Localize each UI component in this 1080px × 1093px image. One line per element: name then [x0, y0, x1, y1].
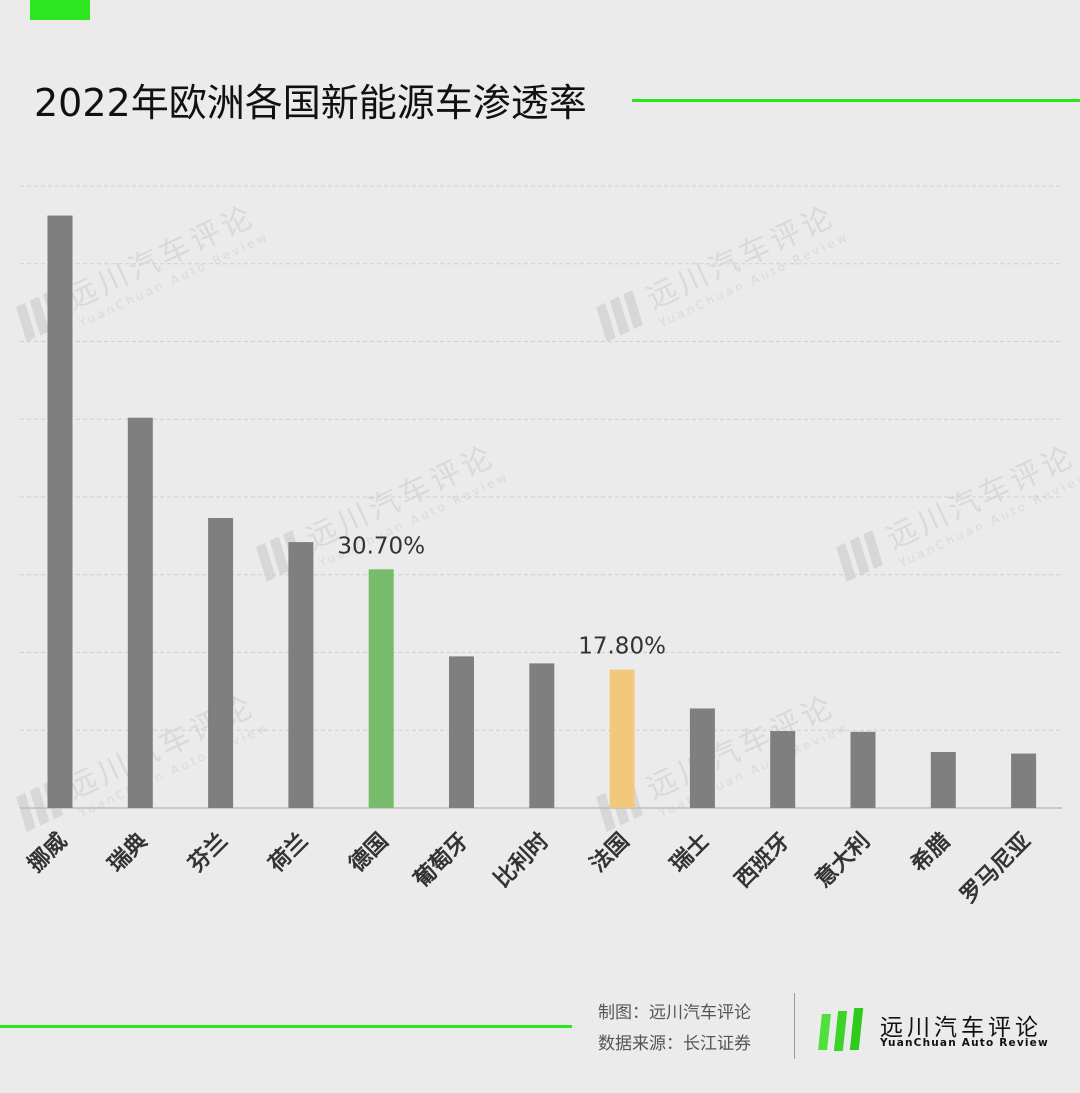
- bar-比利时: [529, 663, 555, 808]
- brand-logo: 远川汽车评论 YuanChuan Auto Review: [818, 1006, 1058, 1052]
- footer-divider: [794, 993, 795, 1059]
- category-label: 瑞典: [104, 829, 153, 878]
- category-label: 瑞士: [666, 829, 715, 878]
- bar-芬兰: [208, 517, 234, 808]
- bar-葡萄牙: [449, 656, 474, 808]
- category-label: 挪威: [23, 828, 73, 878]
- category-label: 西班牙: [731, 829, 795, 893]
- category-label: 德国: [344, 828, 394, 878]
- bar-瑞士: [689, 708, 715, 808]
- bar-法国: [609, 669, 635, 808]
- category-label: 比利时: [490, 829, 554, 893]
- category-label: 荷兰: [264, 828, 314, 878]
- data-label: 17.80%: [578, 634, 666, 660]
- title-accent-line: [632, 99, 1080, 102]
- bar-罗马尼亚: [1011, 753, 1037, 808]
- bar-挪威: [47, 215, 73, 809]
- chart-title: 2022年欧洲各国新能源车渗透率: [34, 81, 587, 125]
- footer-credits: 制图：远川汽车评论 数据来源：长江证券: [598, 998, 751, 1060]
- credit-data-source: 数据来源：长江证券: [598, 1034, 751, 1054]
- category-label: 希腊: [906, 828, 956, 878]
- bar-希腊: [930, 752, 956, 808]
- category-label: 法国: [586, 829, 635, 878]
- top-accent-bar: [30, 0, 90, 20]
- credit-chart-maker: 制图：远川汽车评论: [598, 1003, 751, 1023]
- category-label: 葡萄牙: [409, 829, 474, 894]
- brand-name: 远川汽车评论: [880, 1015, 1042, 1041]
- category-label: 罗马尼亚: [956, 829, 1036, 909]
- category-label: 芬兰: [183, 828, 233, 878]
- data-label: 30.70%: [337, 533, 425, 559]
- bar-德国: [368, 569, 394, 808]
- bar-荷兰: [288, 542, 314, 808]
- category-label: 意大利: [810, 828, 875, 893]
- bar-意大利: [850, 731, 876, 808]
- brand-name-en: YuanChuan Auto Review: [880, 1037, 1049, 1049]
- brand-bars-icon: [818, 1008, 870, 1052]
- bottom-accent-line: [0, 1025, 572, 1028]
- bar-西班牙: [770, 731, 796, 808]
- bar-瑞典: [127, 417, 153, 808]
